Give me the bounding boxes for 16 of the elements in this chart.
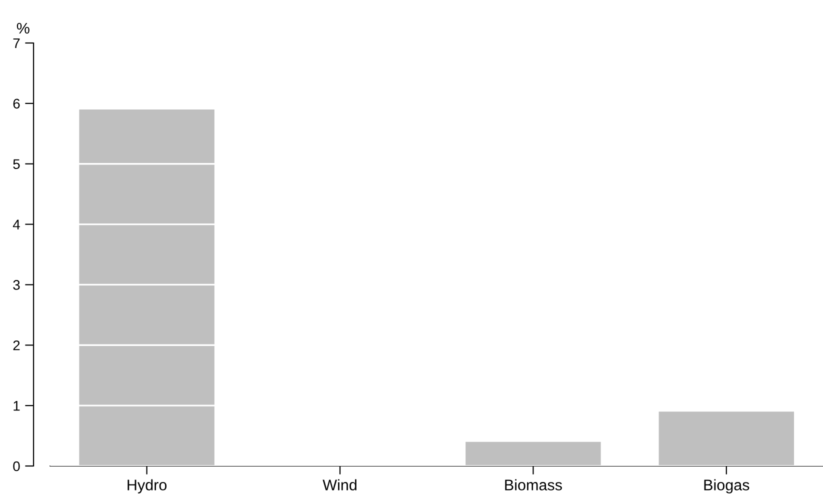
y-tick-label: 2 [13,340,20,350]
bar [658,412,794,466]
y-tick-label: 3 [13,280,20,290]
y-tick-label: 6 [13,98,20,109]
y-tick-label: 1 [14,401,20,411]
y-tick-label: 4 [12,220,20,230]
bar [79,109,214,466]
x-tick-label: Hydro [128,479,167,494]
x-tick-label: Biogas [704,479,750,494]
y-tick-label: 0 [13,461,20,472]
x-tick-label: Wind [322,479,356,490]
y-axis-title: % [16,22,30,34]
x-tick-label: Biomass [505,479,562,490]
bar [466,442,601,466]
y-tick-label: 7 [13,38,20,48]
y-tick-label: 5 [13,159,20,170]
